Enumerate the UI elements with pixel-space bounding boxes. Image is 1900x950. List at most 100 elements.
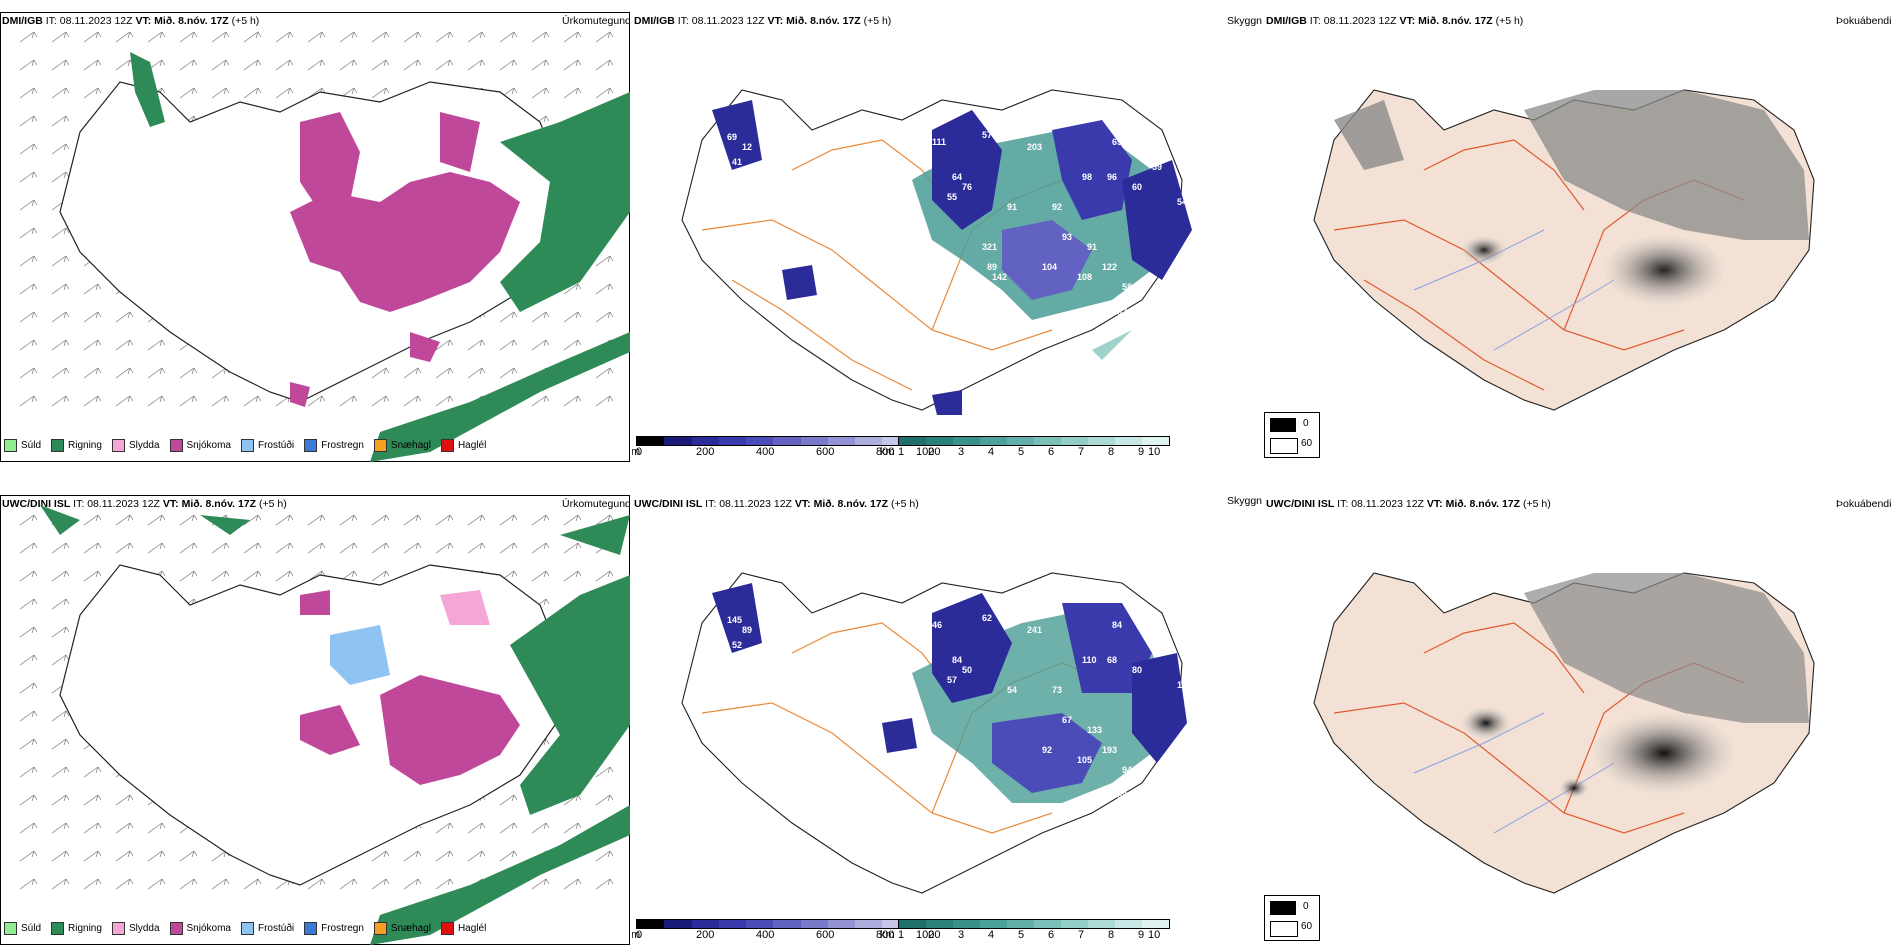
colorbar-segment [746,437,774,445]
colorbar-segment [1115,920,1142,928]
colorbar-tick-label: 6 [1048,929,1055,941]
colorbar-segment [773,437,801,445]
wind-barb [371,59,390,71]
wind-barb [339,570,358,582]
wind-barb [563,339,582,351]
wind-barb [467,339,486,351]
wind-barb [147,850,166,862]
wind-barb [19,850,38,862]
colorbar-tick-label: 8 [1108,929,1115,941]
legend-label: Súld [21,923,42,934]
wind-barb [115,311,134,323]
legend-item-rigning: Rigning [51,439,102,452]
visibility-value-label: 69 [1112,137,1122,147]
wind-barb [339,87,358,99]
wind-barb [19,199,38,211]
wind-barb [179,31,198,43]
wind-barb [531,395,550,407]
wind-barb [339,878,358,890]
colorbar-segment [882,437,910,445]
legend-label: Rigning [68,440,102,451]
precip-type-map [0,495,630,945]
legend-item-haglél: Haglél [440,922,486,935]
wind-barb [179,514,198,526]
colorbar-segment [1007,437,1034,445]
wind-barb [595,367,614,379]
visibility-value-label: 84 [1112,620,1122,630]
wind-barb [307,514,326,526]
wind-barb [563,542,582,554]
colorbar-segment [1034,437,1061,445]
visibility-value-label: 74 [762,132,772,142]
colorbar-segment [664,437,692,445]
wind-barb [435,878,454,890]
wind-barb [19,682,38,694]
colorbar-tick-label: 2 [928,929,935,941]
visibility-value-label: 55 [947,192,957,202]
visibility-value-label: 54 [1177,197,1187,207]
legend-label: Slydda [128,923,160,934]
fog-panel-1: DMI/IGB IT: 08.11.2023 12Z VT: Mið. 8.nó… [1264,12,1900,462]
wind-barb [595,570,614,582]
wind-barb [115,339,134,351]
wind-barb [531,59,550,71]
wind-barb [51,766,70,778]
legend-label: Súld [21,440,42,451]
colorbar-segment [718,437,747,445]
wind-barb [275,87,294,99]
wind-barb [211,59,230,71]
wind-barb [531,878,550,890]
visibility-colorbar: km 1 2 3 4 5 6 7 8 9 10 [880,436,1180,462]
wind-barb [19,339,38,351]
visibility-value-label: 36 [922,645,932,655]
wind-barb [371,31,390,43]
wind-barb [243,570,262,582]
visibility-value-label: 93 [962,392,972,402]
visibility-value-label: 73 [712,94,722,104]
wind-barb [531,87,550,99]
wind-barb [467,542,486,554]
wind-barb [83,367,102,379]
wind-barb [563,395,582,407]
legend-label: Rigning [68,923,102,934]
wind-barb [563,822,582,834]
visibility-value-label: 59 [1152,162,1162,172]
wind-barb [403,514,422,526]
wind-barb [83,31,102,43]
legend-item-snæhagl: Snæhagl [373,439,431,452]
wind-barb [19,395,38,407]
wind-barb [179,59,198,71]
visibility-value-label: 41 [732,157,742,167]
wind-barb [147,514,166,526]
wind-barb [83,850,102,862]
visibility-value-label: 94 [1122,765,1132,775]
wind-barb [307,542,326,554]
wind-barb [499,59,518,71]
wind-barb [467,850,486,862]
wind-barb [19,542,38,554]
wind-barb [115,822,134,834]
colorbar-segment [1088,920,1115,928]
wind-barb [563,570,582,582]
colorbar-tick-label: 8 [1108,446,1115,458]
colorbar-tick-label: 200 [696,929,715,941]
wind-barb [275,514,294,526]
colorbar-segment [882,920,910,928]
colorbar-segment [953,437,980,445]
colorbar-segment [800,437,828,445]
elevation-colorbar: m 0 200 400 600 800 1000 [632,919,942,945]
wind-barb [243,31,262,43]
legend-item-slydda: Slydda [111,439,160,452]
colorbar-segment [926,437,953,445]
wind-barb [147,367,166,379]
colorbar-segment [1061,437,1088,445]
wind-barb [499,794,518,806]
wind-barb [307,395,326,407]
wind-barb [19,367,38,379]
wind-barb [19,654,38,666]
visibility-value-label: 133 [1087,725,1102,735]
wind-barb [83,794,102,806]
wind-barb [51,87,70,99]
colorbar-segment [1142,437,1169,445]
colorbar-tick-label: 600 [816,929,835,941]
